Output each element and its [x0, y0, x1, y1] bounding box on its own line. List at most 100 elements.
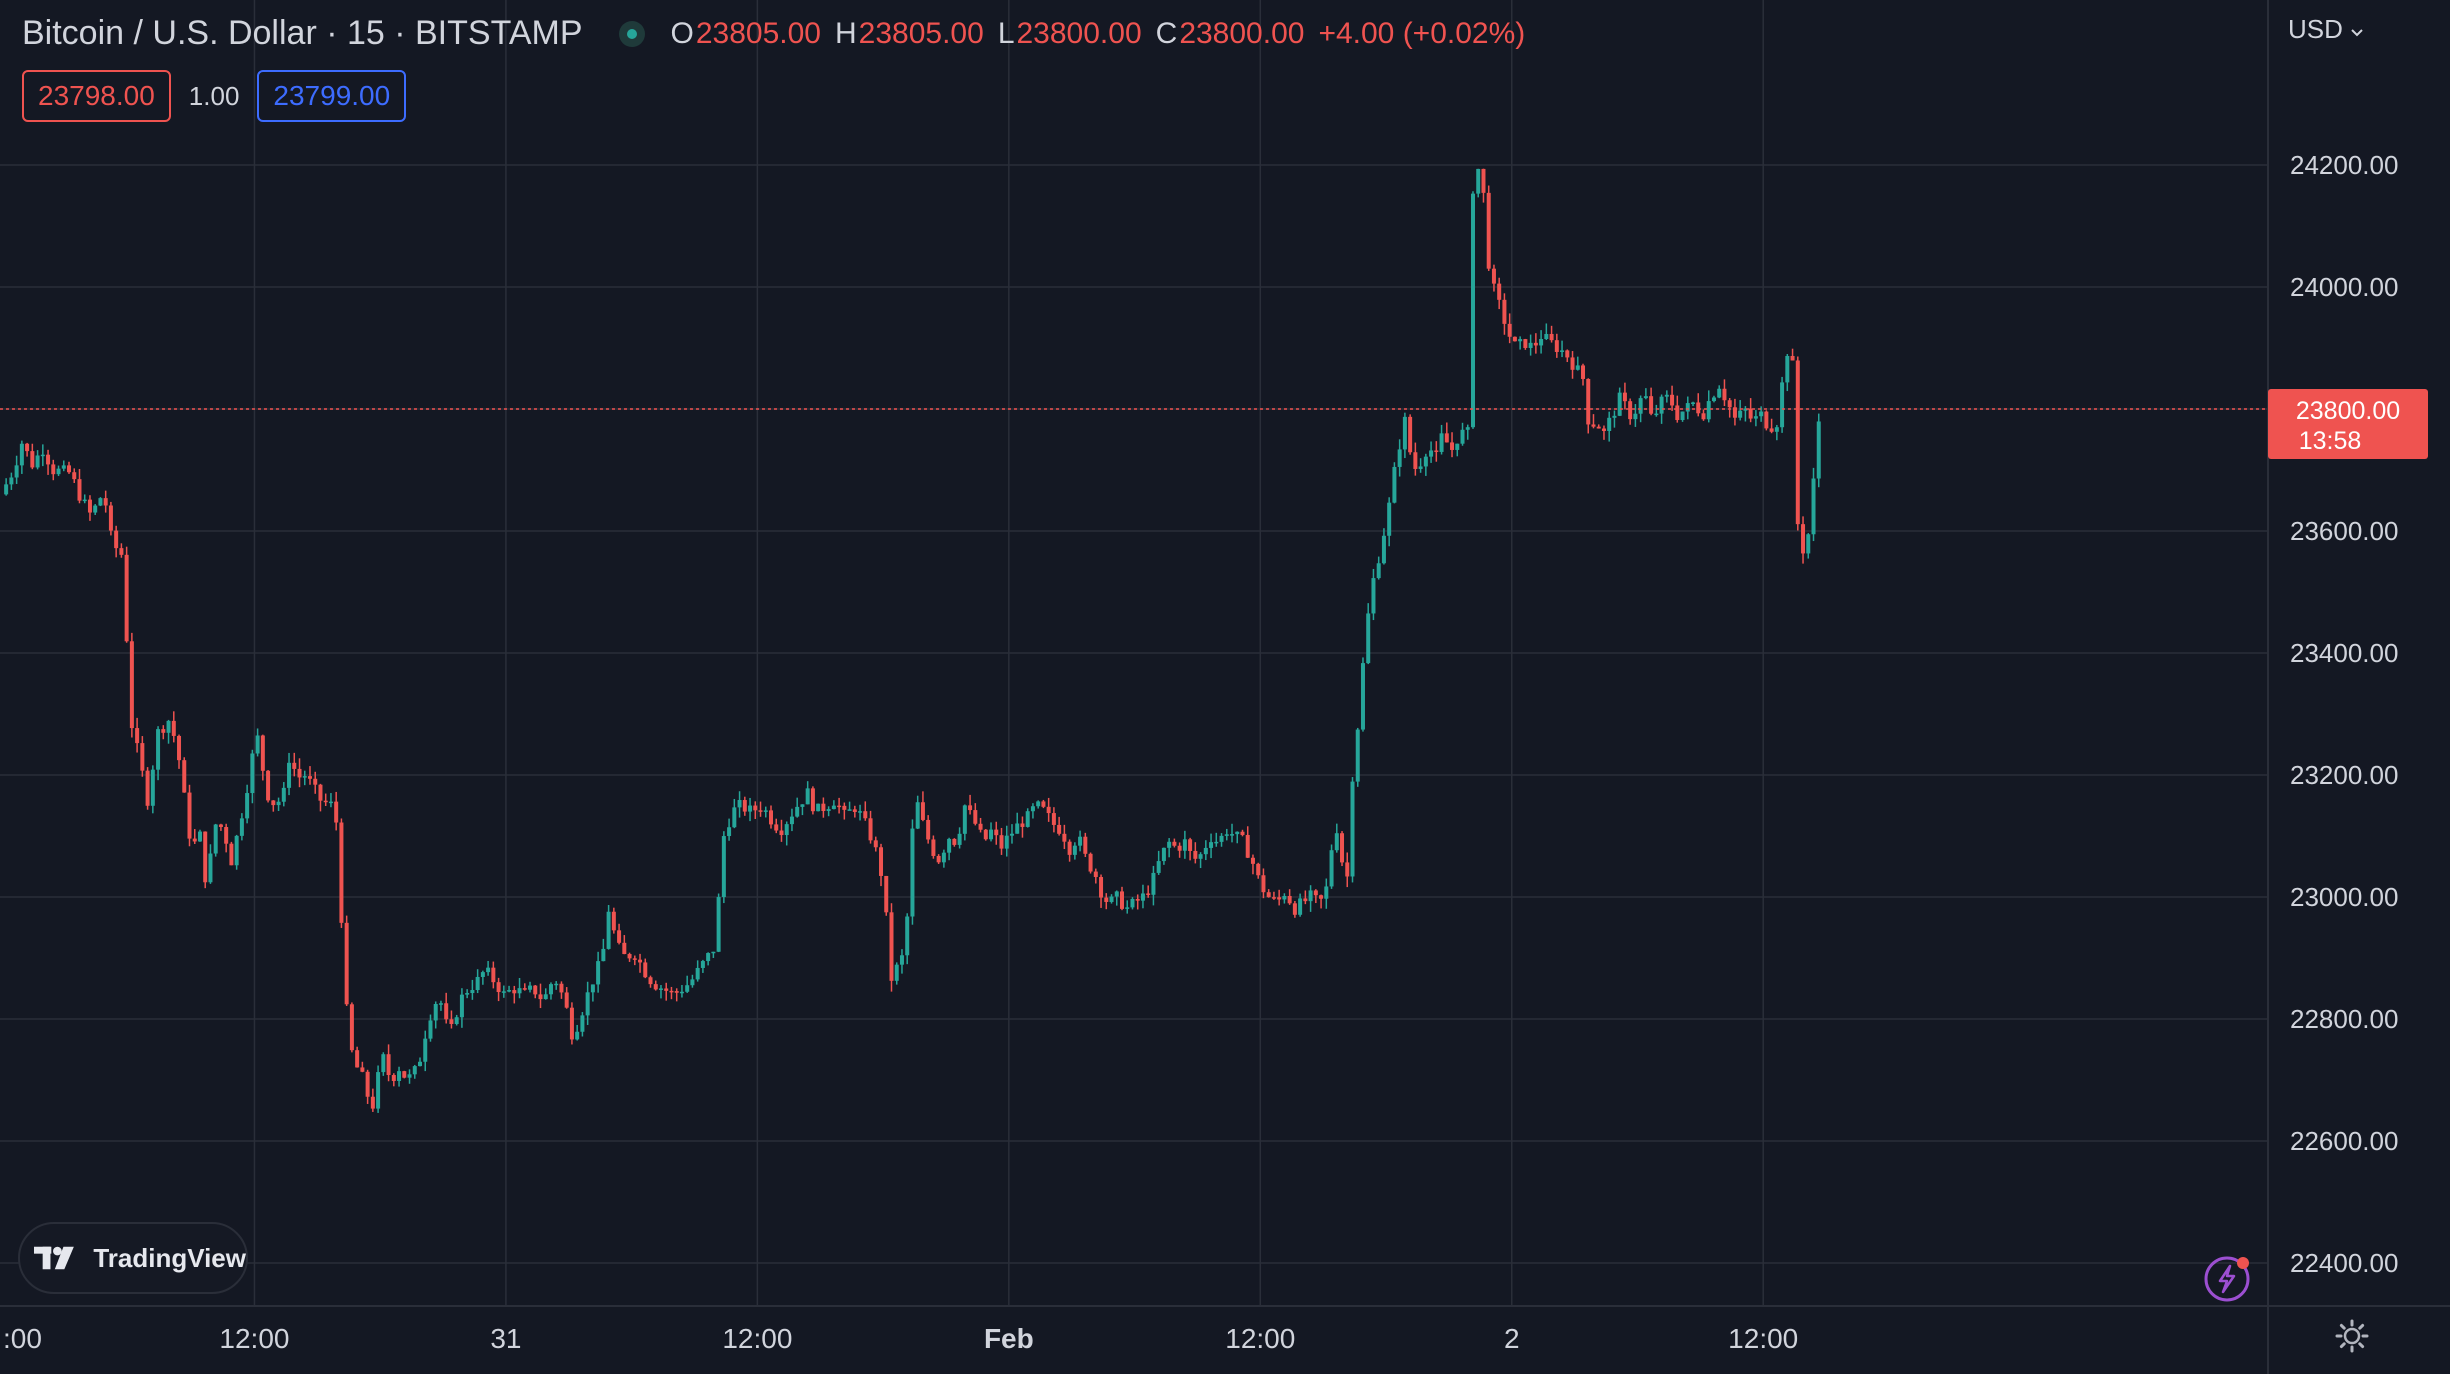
candle-body — [1413, 452, 1418, 469]
candle-body — [1397, 449, 1402, 467]
candle-body — [381, 1054, 386, 1073]
candle-body — [1329, 850, 1334, 887]
candle-body — [936, 855, 941, 863]
candle-body — [1806, 534, 1811, 554]
candle-body — [1816, 421, 1821, 479]
candle-body — [816, 803, 821, 812]
candle-body — [669, 990, 674, 993]
price-tick-label: 23400.00 — [2290, 638, 2398, 668]
candle-body — [407, 1074, 412, 1078]
candle-body — [711, 951, 716, 954]
candle-body — [543, 994, 548, 1000]
candle-body — [1801, 524, 1806, 554]
candle-body — [1481, 168, 1486, 193]
candle-body — [889, 912, 894, 981]
candle-body — [899, 955, 904, 965]
candle-body — [601, 948, 606, 962]
candle-body — [287, 762, 292, 788]
candle-body — [292, 762, 297, 769]
candle-body — [266, 770, 271, 801]
buy-button[interactable]: 23799.00 — [257, 70, 407, 122]
candle-body — [465, 993, 470, 995]
symbol-title[interactable]: Bitcoin / U.S. Dollar · 15 · BITSTAMP — [22, 14, 583, 52]
candle-body — [905, 916, 910, 956]
candle-body — [1732, 407, 1737, 418]
candle-body — [873, 840, 878, 848]
candle-body — [1224, 834, 1229, 836]
ohlc-high: H23805.00 — [835, 17, 984, 51]
candle-body — [1795, 360, 1800, 525]
candle-body — [459, 994, 464, 1018]
candle-body — [182, 760, 187, 793]
chart-grid — [0, 0, 2268, 1306]
gear-icon[interactable] — [2334, 1318, 2370, 1354]
candle-body — [638, 959, 643, 963]
candle-body — [1748, 408, 1753, 419]
candle-body — [1303, 898, 1308, 902]
candle-body — [1512, 336, 1517, 342]
time-tick-label: 12:00 — [1728, 1323, 1798, 1354]
candle-body — [1628, 401, 1633, 420]
candle-body — [108, 505, 113, 531]
candle-body — [690, 979, 695, 986]
candle-body — [475, 976, 480, 991]
candle-body — [1664, 394, 1669, 397]
candle-body — [742, 800, 747, 812]
candle-body — [868, 818, 873, 841]
currency-menu[interactable]: USD — [2288, 14, 2364, 45]
candle-body — [1282, 895, 1287, 900]
low-value: 23800.00 — [1016, 16, 1142, 50]
candle-body — [1659, 396, 1664, 414]
candle-body — [1219, 835, 1224, 842]
candle-body — [1078, 836, 1083, 846]
price-tick-label: 22600.00 — [2290, 1126, 2398, 1156]
candle-body — [25, 443, 30, 452]
candle-body — [1418, 466, 1423, 469]
candle-body — [150, 769, 155, 806]
candle-body — [1209, 842, 1214, 848]
candle-body — [632, 958, 637, 960]
candle-body — [837, 805, 842, 808]
candle-body — [1774, 427, 1779, 432]
candle-body — [318, 784, 323, 801]
candle-body — [218, 824, 223, 828]
candle-body — [1753, 416, 1758, 419]
sell-button[interactable]: 23798.00 — [22, 70, 171, 122]
time-tick-label: Feb — [984, 1323, 1034, 1354]
candle-body — [1214, 841, 1219, 844]
candle-body — [1093, 871, 1098, 878]
candle-body — [370, 1096, 375, 1109]
candle-body — [1429, 450, 1434, 457]
price-axis-labels[interactable]: 22400.00 22600.00 22800.00 23000.00 23200.00… — [2290, 150, 2398, 1278]
lightning-icon[interactable] — [2202, 1254, 2252, 1304]
candle-body — [800, 804, 805, 807]
candle-body — [1277, 897, 1282, 900]
candle-body — [590, 984, 595, 993]
candle-body — [1360, 663, 1365, 730]
candle-body — [1811, 478, 1816, 535]
candle-body — [994, 829, 999, 836]
time-axis-labels[interactable]: :00 12:00 31 12:00 Feb 12:00 2 12:00 — [3, 1323, 1798, 1354]
candle-body — [486, 967, 491, 973]
candle-body — [1581, 365, 1586, 379]
candle-body — [973, 810, 978, 824]
candle-body — [1235, 831, 1240, 835]
market-status-icon[interactable] — [618, 20, 645, 47]
candle-body — [842, 805, 847, 810]
tradingview-logo-text: TradingView — [93, 1242, 246, 1273]
time-tick-label: 12:00 — [722, 1323, 792, 1354]
candle-body — [947, 838, 952, 853]
candle-body — [391, 1075, 396, 1081]
tradingview-badge[interactable]: TradingView — [18, 1222, 248, 1294]
time-tick-label: 31 — [490, 1323, 521, 1354]
candle-body — [611, 911, 616, 931]
candle-body — [1717, 388, 1722, 398]
candle-body — [412, 1066, 417, 1075]
candle-body — [203, 831, 208, 883]
candle-body — [119, 548, 124, 555]
candle-body — [1177, 845, 1182, 851]
candle-body — [748, 805, 753, 812]
candle-body — [19, 443, 24, 466]
candle-body — [250, 753, 255, 794]
